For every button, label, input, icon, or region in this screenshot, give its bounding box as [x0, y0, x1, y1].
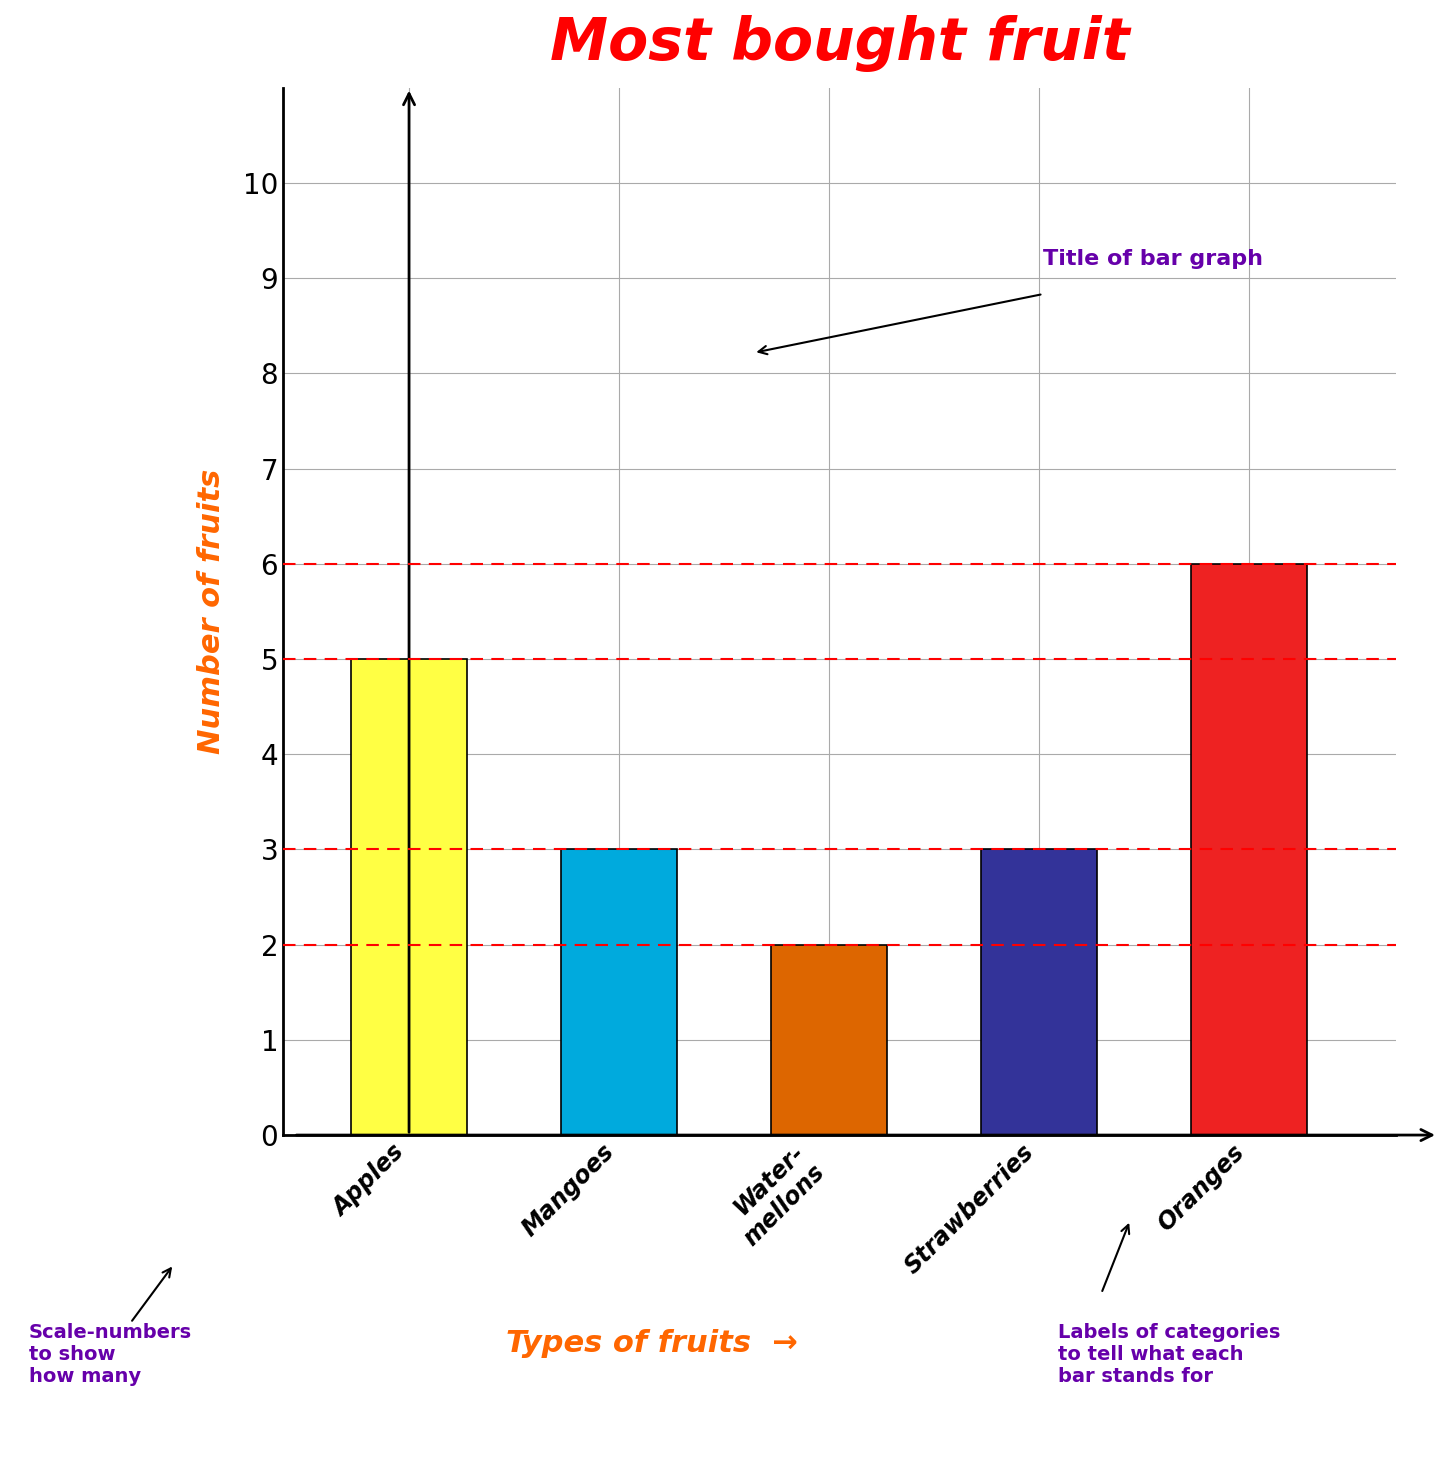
Text: Labels of categories
to tell what each
bar stands for: Labels of categories to tell what each b…	[1058, 1323, 1279, 1386]
Bar	[351, 659, 467, 1135]
Text: Title of bar graph: Title of bar graph	[1043, 248, 1264, 269]
Bar	[561, 850, 677, 1135]
Bar	[771, 945, 887, 1135]
Bar	[1191, 564, 1307, 1135]
Title: Most bought fruit: Most bought fruit	[549, 15, 1129, 72]
Text: Types of fruits  →: Types of fruits →	[506, 1329, 798, 1358]
Bar	[981, 850, 1097, 1135]
Y-axis label: Number of fruits: Number of fruits	[197, 469, 226, 754]
Text: Scale-numbers
to show
how many: Scale-numbers to show how many	[29, 1323, 193, 1386]
